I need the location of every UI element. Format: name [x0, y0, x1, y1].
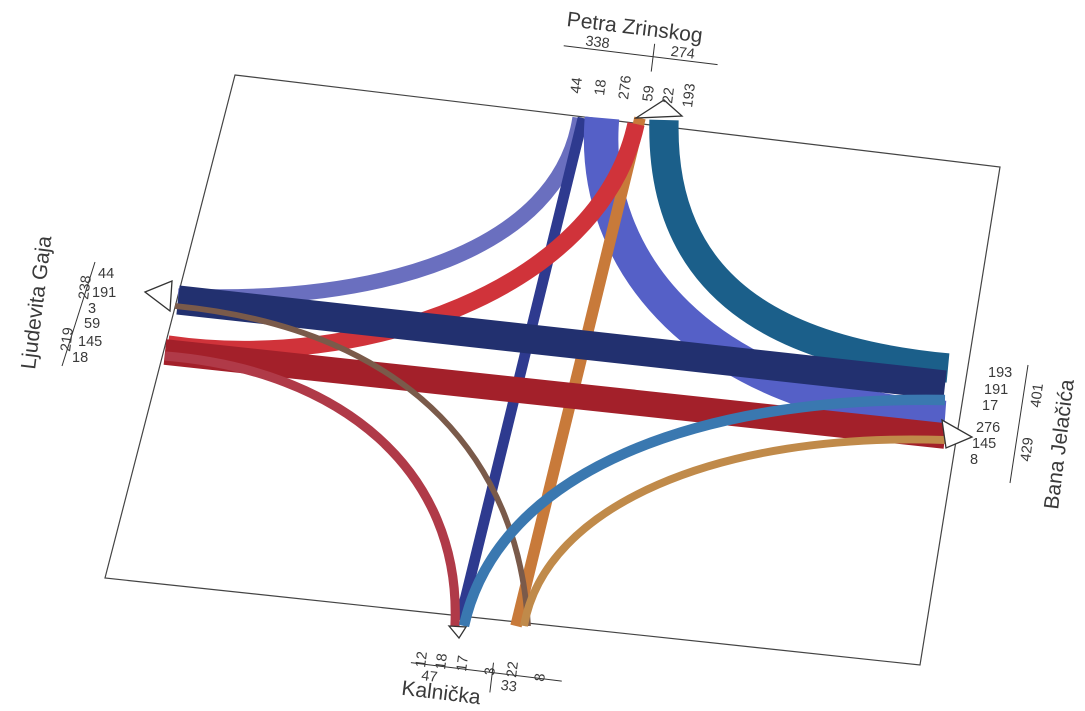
flow-east-to-north	[649, 119, 950, 383]
flow-west-to-east	[176, 285, 947, 400]
west-out-1: 59	[84, 316, 100, 332]
north-label-group: Petra Zrinskog 338 274	[563, 8, 718, 72]
south-total-out: 33	[500, 678, 518, 696]
flow-south-to-east	[458, 394, 946, 628]
north-movement-6: 193	[680, 83, 699, 109]
south-movement-4: 3	[482, 667, 499, 677]
west-out-2: 145	[78, 334, 102, 350]
west-in-3: 3	[88, 301, 96, 317]
north-movement-2: 18	[592, 79, 610, 97]
west-total-out: 219	[58, 327, 77, 353]
east-out-3: 8	[970, 452, 978, 468]
west-approach-arrow	[143, 280, 173, 313]
south-movement-5: 22	[504, 661, 522, 679]
west-road-name: Ljudevita Gaja	[17, 234, 56, 370]
south-movement-1: 12	[413, 651, 431, 669]
north-movement-4: 59	[640, 85, 658, 103]
east-out-2: 145	[972, 436, 996, 452]
north-movement-3: 276	[616, 75, 635, 101]
east-in-2: 191	[984, 382, 1008, 398]
east-total-in: 401	[1028, 383, 1047, 409]
north-approach-arrow	[633, 99, 684, 119]
east-out-1: 276	[976, 420, 1000, 436]
north-movement-1: 44	[568, 77, 586, 95]
west-out-3: 18	[72, 350, 88, 366]
south-road-name: Kalnička	[400, 677, 482, 710]
east-in-3: 17	[982, 398, 998, 414]
west-total-in: 238	[76, 275, 95, 301]
south-movement-2: 18	[433, 653, 451, 671]
south-approach-arrow	[447, 625, 468, 640]
east-approach-arrow	[941, 418, 974, 449]
north-total-out: 274	[670, 44, 696, 63]
north-movement-5: 22	[660, 87, 678, 105]
flow-south-to-north	[510, 116, 646, 628]
north-total-in: 338	[584, 33, 610, 52]
flow-east-to-south	[520, 435, 946, 627]
flow-north-to-south	[454, 116, 589, 622]
west-in-1: 44	[98, 266, 114, 282]
flow-south-to-west	[164, 351, 460, 627]
flow-east-to-west	[163, 339, 947, 449]
south-total-in: 47	[420, 668, 438, 686]
east-road-name: Bana Jelačića	[1040, 378, 1079, 511]
flow-bands	[163, 116, 950, 628]
west-in-2: 191	[92, 285, 116, 301]
east-in-1: 193	[988, 365, 1012, 381]
flow-west-to-south	[174, 303, 531, 627]
east-total-out: 429	[1018, 437, 1037, 463]
south-movement-6: 8	[532, 673, 549, 683]
south-movement-3: 17	[454, 655, 472, 673]
intersection-frame	[104, 74, 1001, 666]
